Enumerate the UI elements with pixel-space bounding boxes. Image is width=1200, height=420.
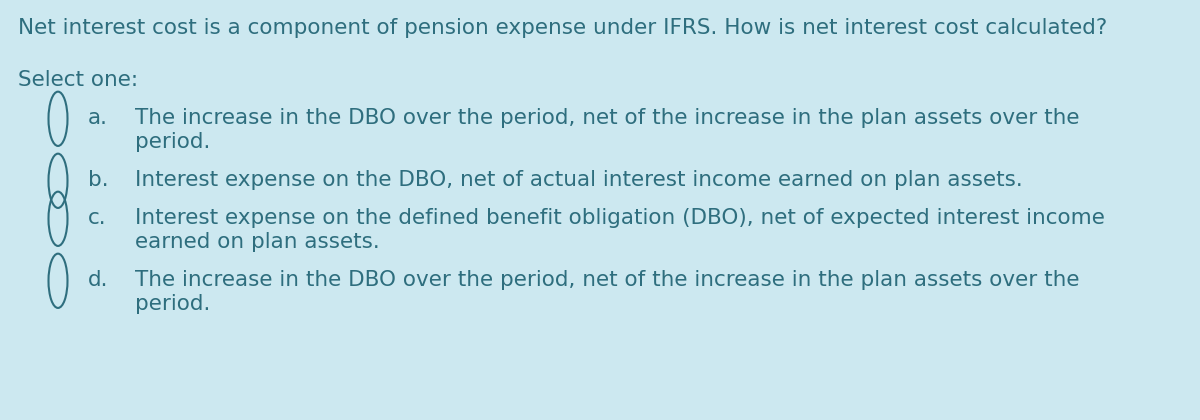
Text: The increase in the DBO over the period, net of the increase in the plan assets : The increase in the DBO over the period,… (134, 270, 1080, 290)
Text: Interest expense on the defined benefit obligation (DBO), net of expected intere: Interest expense on the defined benefit … (134, 208, 1105, 228)
Text: Net interest cost is a component of pension expense under IFRS. How is net inter: Net interest cost is a component of pens… (18, 18, 1108, 38)
Text: period.: period. (134, 132, 210, 152)
Text: a.: a. (88, 108, 108, 128)
Text: c.: c. (88, 208, 107, 228)
Text: d.: d. (88, 270, 108, 290)
Text: earned on plan assets.: earned on plan assets. (134, 232, 379, 252)
Text: period.: period. (134, 294, 210, 314)
Text: Select one:: Select one: (18, 70, 138, 90)
Text: The increase in the DBO over the period, net of the increase in the plan assets : The increase in the DBO over the period,… (134, 108, 1080, 128)
Text: b.: b. (88, 170, 109, 190)
Text: Interest expense on the DBO, net of actual interest income earned on plan assets: Interest expense on the DBO, net of actu… (134, 170, 1022, 190)
